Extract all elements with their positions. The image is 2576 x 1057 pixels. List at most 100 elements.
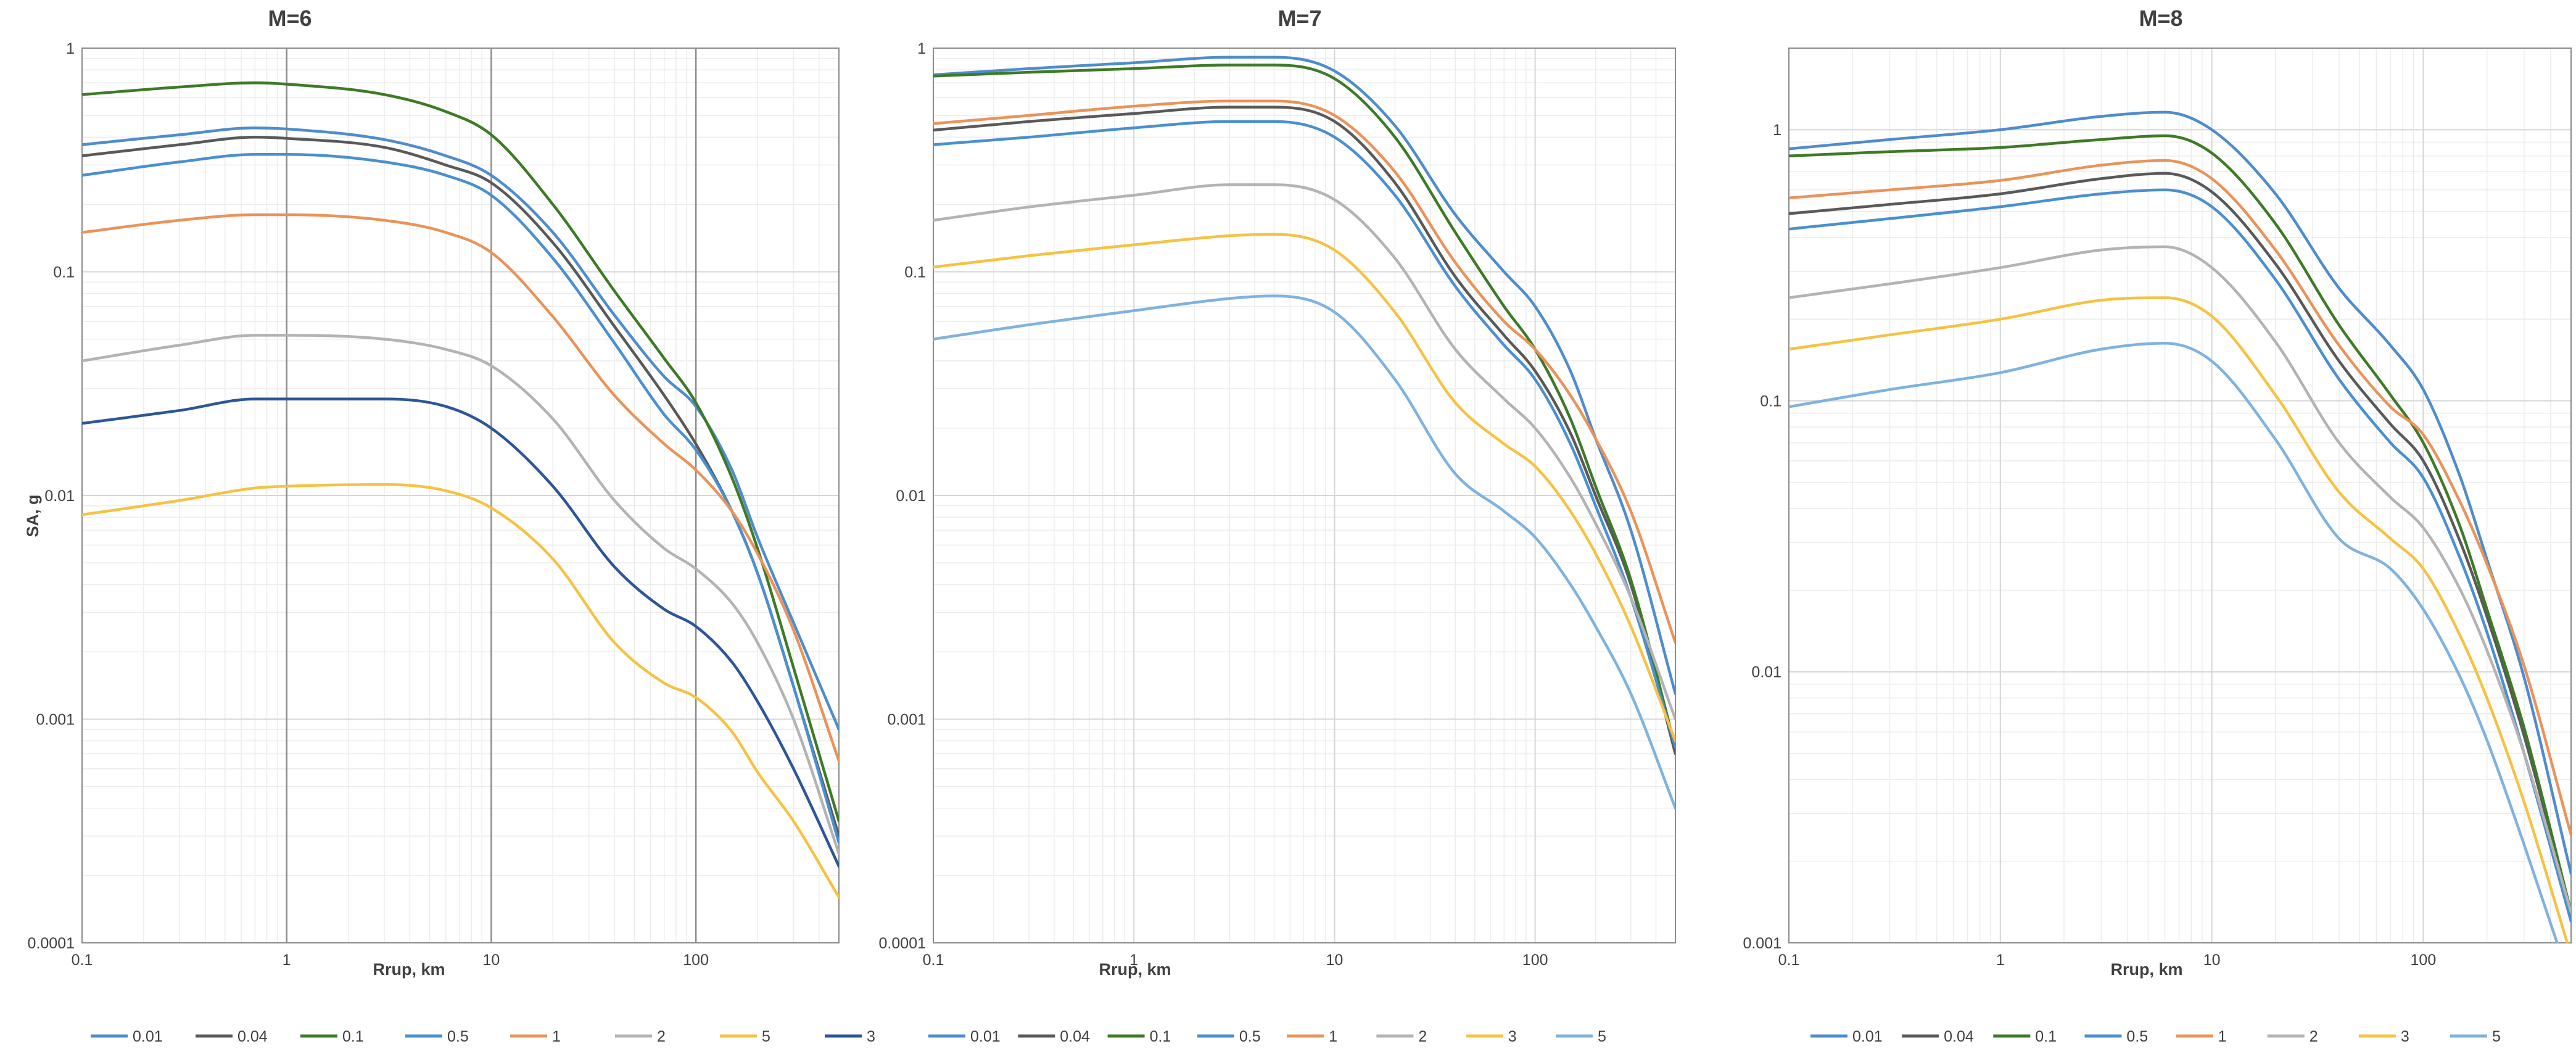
legend-label: 5 <box>1598 1028 1606 1045</box>
y-tick-label: 0.01 <box>1751 664 1781 681</box>
plot-frame <box>81 48 840 943</box>
series-group <box>1789 110 2571 943</box>
x-tick-label: 100 <box>683 951 709 969</box>
legend-item: 1 <box>1287 1028 1337 1045</box>
legend-label: 3 <box>1508 1028 1517 1045</box>
x-axis-title: Rrup, km <box>373 960 445 979</box>
x-tick-label: 10 <box>2203 951 2221 969</box>
series-group <box>82 81 839 899</box>
y-tick-label: 0.001 <box>36 711 75 729</box>
x-tick-label: 1 <box>1996 951 2005 969</box>
legend-label: 0.1 <box>1150 1028 1171 1045</box>
legend-item: 2 <box>2267 1028 2318 1045</box>
series-line-0.1 <box>933 64 1675 749</box>
legend-item: 0.5 <box>1197 1028 1261 1045</box>
legend-item: 0.01 <box>91 1028 163 1045</box>
legend-item: 0.01 <box>1810 1028 1883 1045</box>
y-tick-label: 0.01 <box>896 487 926 505</box>
legend-label: 1 <box>1329 1028 1337 1045</box>
series-line-0.1 <box>1789 134 2571 914</box>
chart-title: M=6 <box>268 6 312 31</box>
x-tick-label: 10 <box>483 951 500 969</box>
y-axis-title: SA, g <box>23 494 42 537</box>
chart-title: M=8 <box>2139 6 2182 31</box>
legend-label: 2 <box>657 1028 666 1045</box>
legend-item: 5 <box>1556 1028 1606 1045</box>
legend-item: 0.1 <box>1107 1028 1171 1045</box>
legend-label: 0.04 <box>237 1028 268 1045</box>
x-tick-label: 0.1 <box>1778 951 1800 969</box>
series-line-0.5 <box>933 120 1675 749</box>
plot-area: 0.1 1 10 100 0.001 0.01 0.1 1 <box>1743 48 2572 969</box>
series-line-3 <box>1789 296 2569 943</box>
chart-panel-m6: M=6 SA, g 0.1 1 10 100 0.0001 0.001 0.01 0.1 1 R… <box>23 6 875 1045</box>
legend-label: 0.01 <box>1852 1028 1883 1045</box>
series-line-0.04 <box>933 106 1675 755</box>
legend-label: 3 <box>2401 1028 2409 1045</box>
y-tick-label: 1 <box>917 40 926 57</box>
legend-item: 0.5 <box>405 1028 469 1045</box>
y-tick-label: 0.01 <box>44 487 75 505</box>
legend: 0.01 0.04 0.1 0.5 1 2 5 3 <box>91 1028 875 1045</box>
legend-item: 0.01 <box>928 1028 1001 1045</box>
series-line-5 <box>1789 342 2559 943</box>
legend-item: 5 <box>720 1028 770 1045</box>
chart-panel-m7: M=7 0.1 1 10 100 0.0001 0.001 0.01 0.1 1 Rrup, k… <box>879 6 1676 1045</box>
legend-label: 0.01 <box>970 1028 1001 1045</box>
x-tick-label: 100 <box>1522 951 1548 969</box>
series-line-0.01 <box>933 56 1675 695</box>
series-line-5 <box>82 483 839 899</box>
y-tick-label: 1 <box>66 40 75 57</box>
legend-item: 0.04 <box>196 1028 268 1045</box>
chart-title: M=7 <box>1278 6 1321 31</box>
legend-item: 0.1 <box>1993 1028 2057 1045</box>
x-tick-label: 100 <box>2411 951 2437 969</box>
y-tick-label: 0.0001 <box>28 935 75 952</box>
y-tick-label: 0.1 <box>53 264 75 281</box>
legend-item: 3 <box>1466 1028 1517 1045</box>
series-line-1 <box>933 99 1675 644</box>
x-tick-label: 1 <box>1129 951 1138 969</box>
legend-item: 0.5 <box>2084 1028 2148 1045</box>
legend-item: 0.1 <box>300 1028 364 1045</box>
legend: 0.01 0.04 0.1 0.5 1 2 3 5 <box>1810 1028 2501 1045</box>
x-tick-label: 0.1 <box>923 951 944 969</box>
legend-item: 0.04 <box>1902 1028 1974 1045</box>
y-tick-label: 0.1 <box>904 264 926 281</box>
legend-item: 1 <box>2176 1028 2227 1045</box>
legend-item: 1 <box>510 1028 561 1045</box>
legend-item: 3 <box>825 1028 875 1045</box>
y-tick-label: 0.1 <box>1760 392 1781 410</box>
plot-frame <box>1788 48 2572 943</box>
legend-label: 0.5 <box>2126 1028 2148 1045</box>
legend-label: 1 <box>552 1028 561 1045</box>
legend-label: 0.1 <box>342 1028 364 1045</box>
legend-label: 0.01 <box>133 1028 163 1045</box>
plot-area: 0.1 1 10 100 0.0001 0.001 0.01 0.1 1 <box>879 40 1676 969</box>
x-axis-title: Rrup, km <box>2110 960 2182 979</box>
x-tick-label: 10 <box>1326 951 1344 969</box>
plot-frame <box>933 48 1676 943</box>
legend-label: 3 <box>867 1028 875 1045</box>
series-line-0.04 <box>1789 172 2571 914</box>
legend-label: 2 <box>1418 1028 1427 1045</box>
series-line-1 <box>1789 159 2571 837</box>
legend-item: 3 <box>2358 1028 2409 1045</box>
series-line-3 <box>933 233 1675 742</box>
y-tick-label: 0.001 <box>887 711 926 729</box>
series-line-2 <box>933 183 1675 721</box>
series-line-0.5 <box>82 152 839 845</box>
series-line-0.5 <box>1789 188 2571 923</box>
legend-label: 0.1 <box>2035 1028 2057 1045</box>
series-line-2 <box>82 334 839 855</box>
legend-label: 5 <box>2492 1028 2501 1045</box>
series-line-2 <box>1789 245 2571 914</box>
legend-label: 2 <box>2310 1028 2318 1045</box>
y-tick-label: 0.0001 <box>879 935 926 952</box>
series-line-5 <box>933 294 1675 810</box>
legend-item: 0.04 <box>1018 1028 1090 1045</box>
legend: 0.01 0.04 0.1 0.5 1 2 3 5 <box>928 1028 1606 1045</box>
x-tick-label: 0.1 <box>72 951 93 969</box>
legend-label: 1 <box>2218 1028 2227 1045</box>
